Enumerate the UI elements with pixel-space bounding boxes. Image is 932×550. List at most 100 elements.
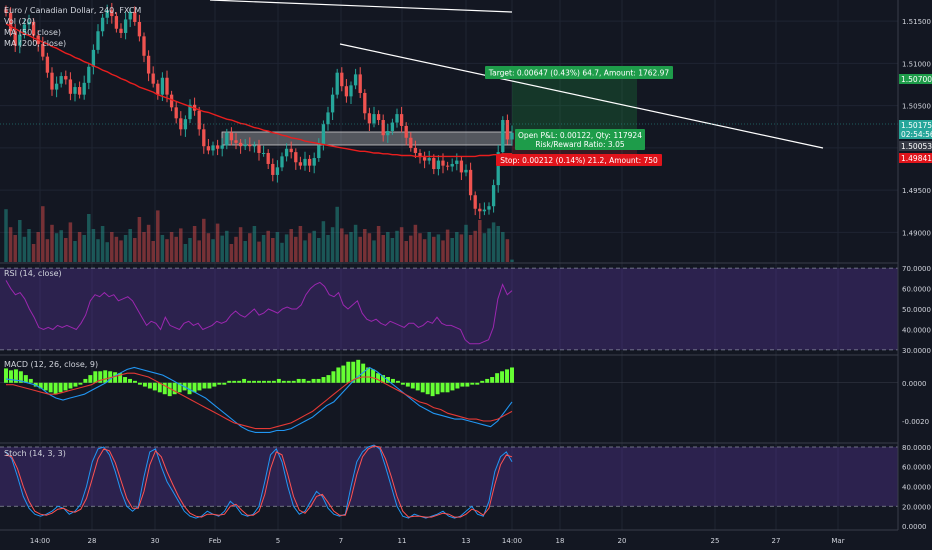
volume-bar	[386, 232, 390, 262]
stop-label-box[interactable]	[496, 154, 662, 166]
candle-body	[261, 152, 266, 154]
target-label-box[interactable]	[485, 66, 673, 79]
legend-stoch[interactable]: Stoch (14, 3, 3)	[4, 449, 66, 458]
candle-body	[114, 16, 119, 29]
target-label: Target: 0.00647 (0.43%) 64.7, Amount: 17…	[488, 69, 670, 78]
volume-bar	[468, 235, 473, 262]
candle-body	[303, 158, 307, 166]
volume-bar	[284, 234, 289, 262]
indicator-band	[0, 268, 898, 350]
macd-hist-bar	[390, 378, 395, 383]
macd-hist-bar	[395, 380, 400, 383]
volume-bar	[321, 221, 326, 262]
macd-hist-bar	[197, 382, 202, 391]
volume-bar	[257, 241, 261, 262]
candle-body	[142, 36, 146, 56]
macd-hist-bar	[8, 370, 13, 383]
macd-hist-bar	[73, 382, 78, 387]
candle-body	[510, 132, 514, 140]
candle-body	[478, 208, 482, 212]
volume-bar	[363, 229, 367, 262]
risk-reward-label: Risk/Reward Ratio: 3.05	[535, 140, 624, 149]
pane-tick-label: 30.0000	[902, 347, 931, 355]
macd-hist-bar	[23, 375, 28, 383]
candle-body	[330, 94, 335, 113]
macd-hist-bar	[445, 382, 450, 393]
volume-bar	[275, 232, 280, 262]
rsi-pane[interactable]: 70.0000 60.0000 50.0000 40.0000 30.0000	[0, 265, 931, 355]
volume-bar	[473, 230, 477, 262]
macd-pane[interactable]: 0.0000 -0.0020	[0, 359, 929, 433]
candlestick-series	[4, 2, 514, 219]
macd-hist-bar	[465, 382, 470, 387]
legend-ma200[interactable]: MA (200, close)	[4, 39, 66, 48]
trendline-top[interactable]	[209, 0, 513, 13]
price-tick-label: 1.51500	[902, 18, 931, 26]
volume-bar	[298, 226, 303, 262]
candle-body	[156, 83, 160, 95]
candle-body	[22, 24, 27, 35]
candle-body	[54, 83, 59, 90]
volume-bar	[510, 259, 514, 262]
macd-hist-bar	[430, 382, 435, 397]
volume-bar	[110, 232, 114, 262]
legend-macd[interactable]: MACD (12, 26, close, 9)	[4, 360, 98, 369]
candle-body	[505, 120, 510, 140]
candle-body	[243, 144, 247, 147]
candle-body	[91, 49, 96, 67]
macd-hist-bar	[38, 382, 43, 389]
stop-price-tag-text: 1.49841	[901, 154, 932, 163]
macd-hist-bar	[266, 380, 271, 383]
volume-bar	[445, 229, 450, 262]
symbol-title[interactable]: Euro / Canadian Dollar, 240, FXCM	[4, 6, 141, 15]
volume-bar	[22, 236, 27, 262]
entry-range[interactable]	[221, 131, 513, 146]
macd-hist-bar	[118, 373, 123, 383]
pane-tick-label: 60.0000	[902, 464, 931, 472]
macd-hist-bar	[232, 380, 237, 383]
macd-hist-bar	[450, 382, 455, 391]
candle-body	[459, 160, 464, 173]
macd-hist-bar	[405, 382, 410, 387]
volume-bar	[105, 242, 109, 262]
candle-body	[100, 17, 105, 32]
candle-body	[468, 169, 473, 196]
legend-rsi[interactable]: RSI (14, close)	[4, 269, 62, 278]
candle-body	[252, 145, 257, 147]
stoch-pane[interactable]: 80.0000 60.0000 40.0000 20.0000 0.0000	[0, 444, 931, 531]
macd-hist-bar	[500, 371, 505, 383]
volume-bar	[220, 235, 224, 262]
open-pnl-box[interactable]	[515, 129, 645, 150]
target-zone[interactable]	[512, 72, 637, 131]
candle-body	[353, 74, 358, 86]
time-axis[interactable]: 14:00 28 30 Feb 5 7 11 13 14:00 18 20 25 27 Mar	[30, 537, 845, 545]
candle-body	[110, 10, 114, 17]
stop-price-tag	[899, 153, 932, 163]
pane-tick-label: 70.0000	[902, 265, 931, 273]
current-price-tag-text: 1.50175	[901, 121, 932, 130]
time-tick-label: Feb	[209, 537, 222, 545]
volume-bar	[156, 210, 160, 262]
volume-bar	[294, 236, 298, 262]
legend-vol[interactable]: Vol (20)	[4, 17, 35, 26]
legend-ma50[interactable]: MA (50, close)	[4, 28, 61, 37]
candle-body	[372, 114, 376, 124]
candle-body	[220, 145, 224, 149]
macd-hist-bar	[123, 377, 128, 383]
macd-hist-bar	[336, 367, 341, 383]
indicator-band	[0, 446, 898, 507]
macd-hist-bar	[192, 382, 197, 393]
candle-body	[280, 156, 284, 168]
trendline-main[interactable]	[339, 43, 824, 149]
macd-hist-bar	[18, 371, 23, 383]
macd-hist-bar	[252, 380, 257, 383]
macd-hist-bar	[88, 375, 93, 383]
volume-bar	[73, 241, 77, 262]
candle-body	[294, 152, 298, 163]
volume-bar	[59, 230, 63, 262]
volume-bar	[317, 238, 321, 262]
macd-hist-bar	[147, 382, 152, 389]
macd-hist-bar	[475, 382, 480, 385]
candle-body	[501, 120, 505, 153]
